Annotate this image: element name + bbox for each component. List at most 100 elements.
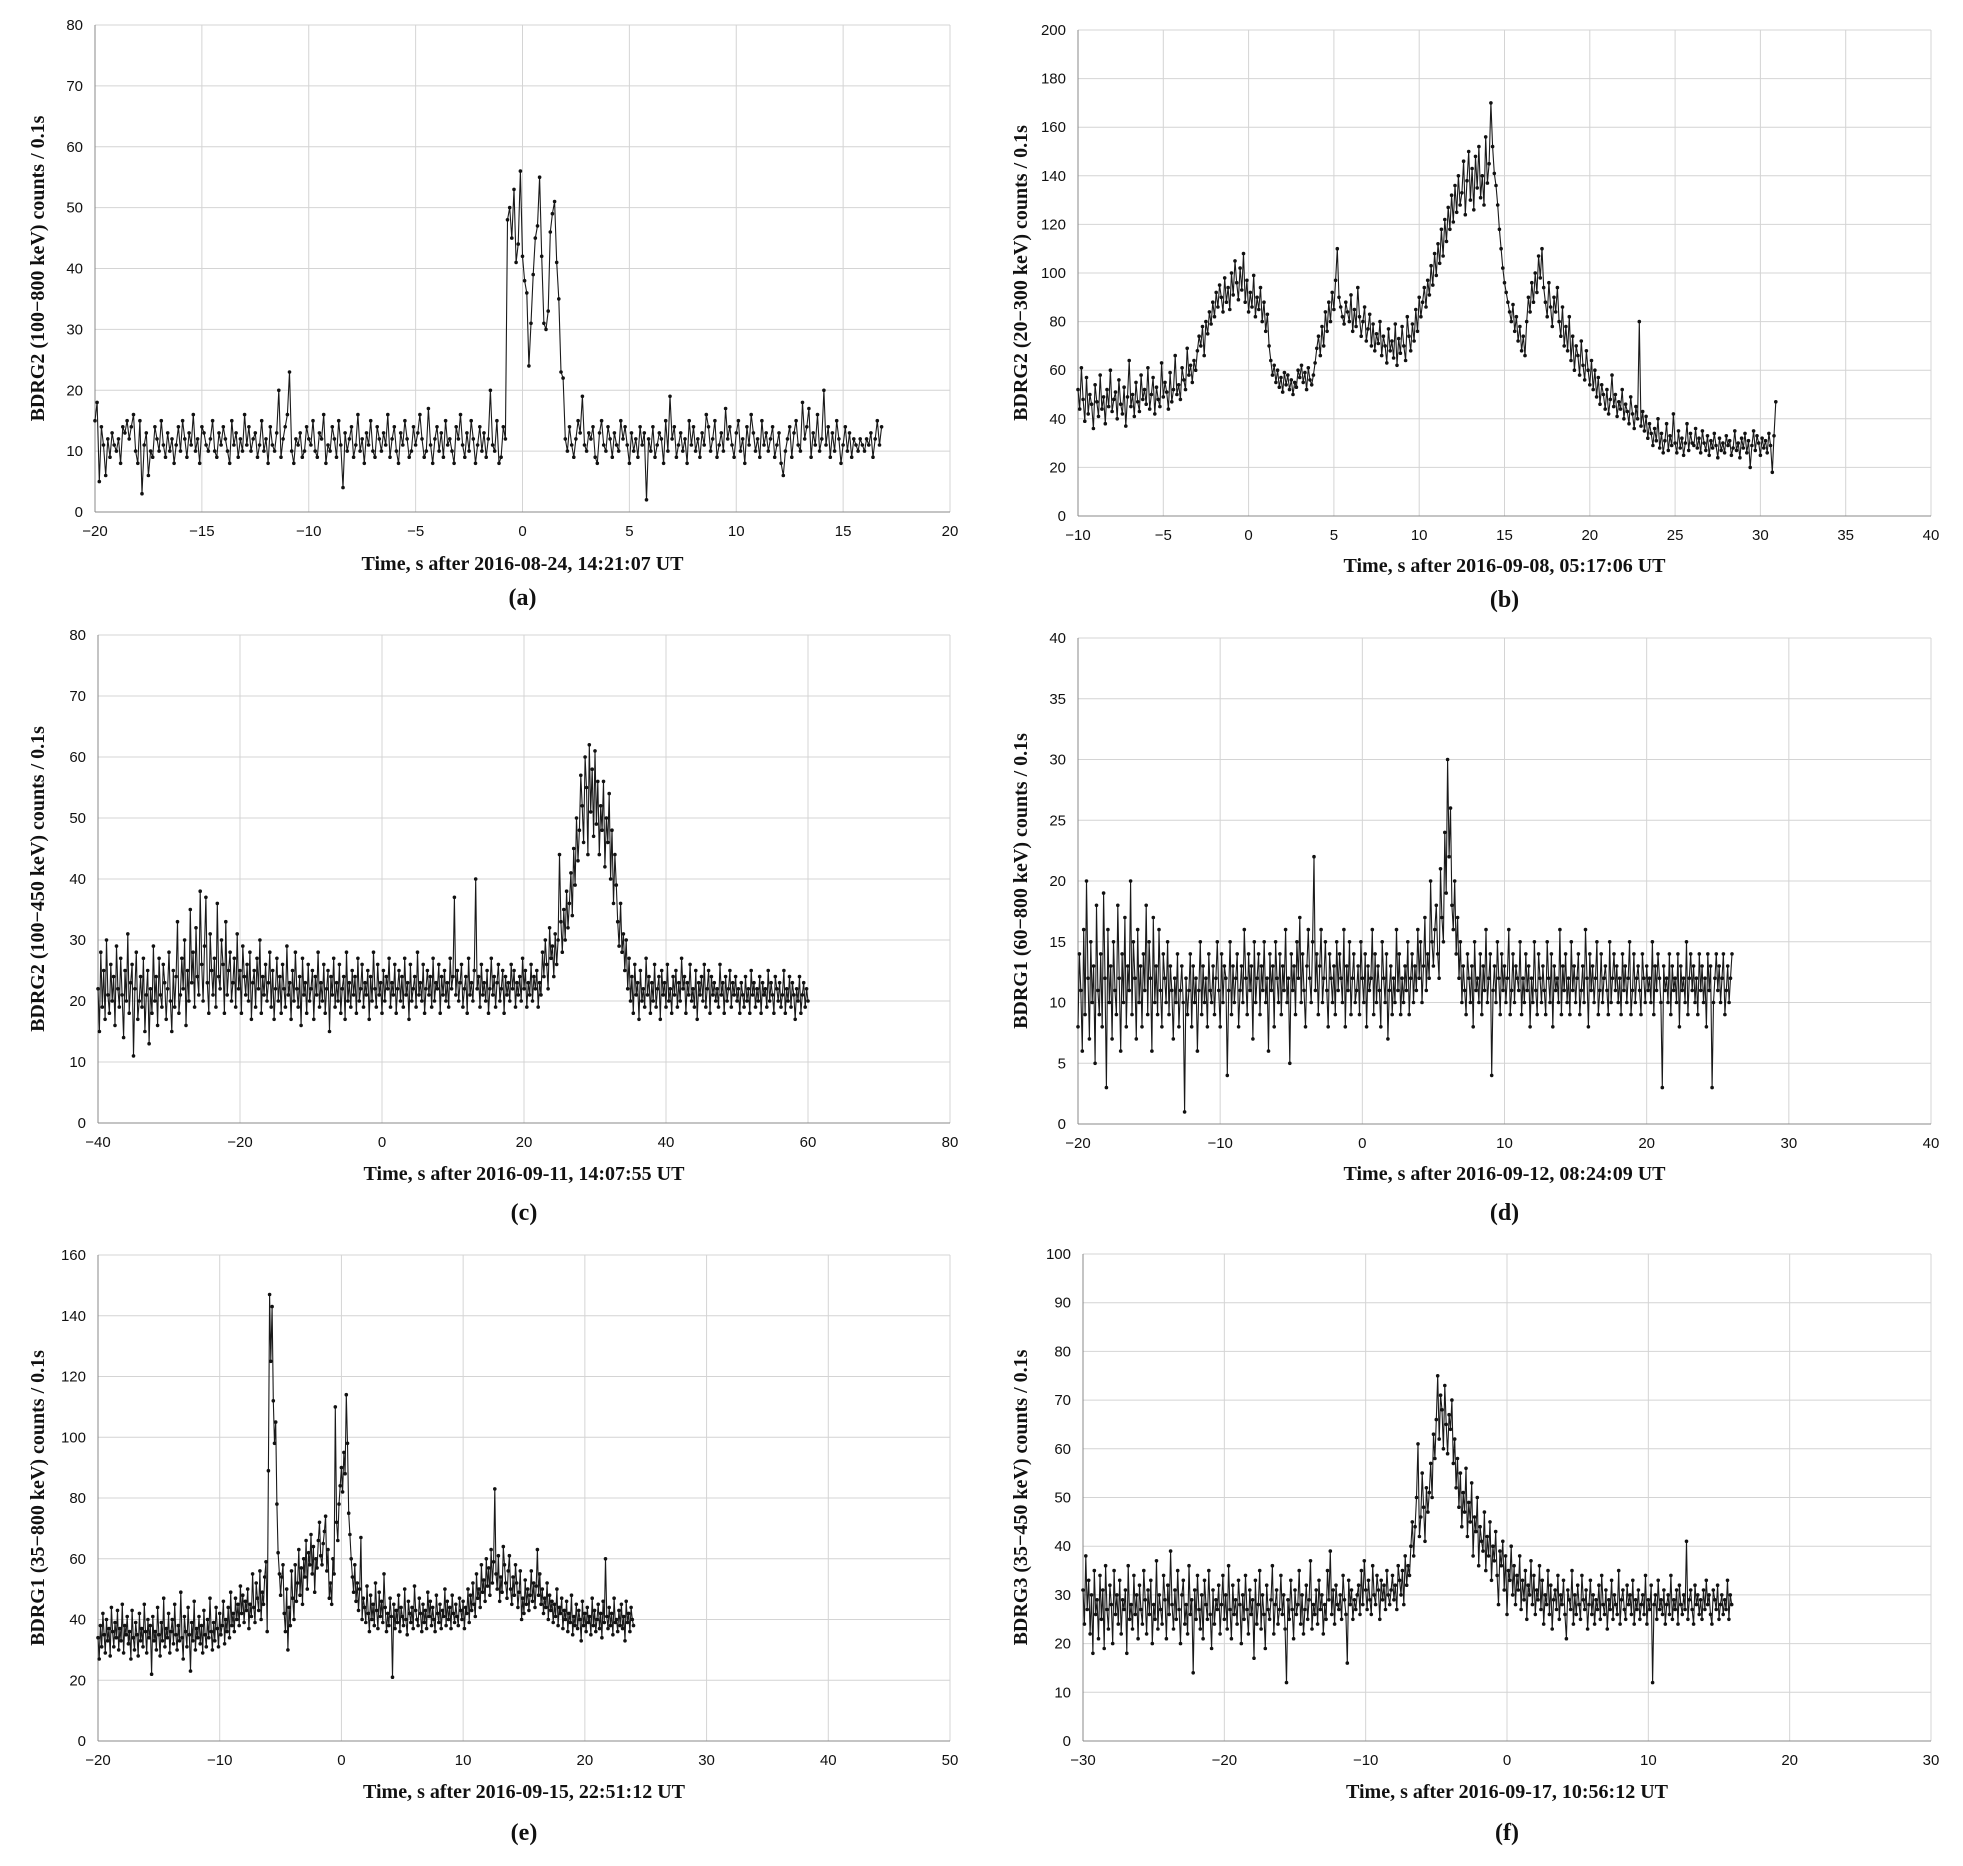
data-point xyxy=(1296,976,1301,980)
data-point xyxy=(1076,387,1080,392)
data-point xyxy=(1197,988,1201,993)
data-point xyxy=(1423,1539,1427,1544)
y-tick-label: 0 xyxy=(78,1733,86,1750)
data-point xyxy=(110,999,114,1003)
data-point xyxy=(1339,1617,1344,1622)
data-point xyxy=(357,999,362,1003)
data-point xyxy=(1653,1593,1658,1597)
data-point xyxy=(490,1581,495,1585)
data-point xyxy=(557,1605,562,1610)
data-point xyxy=(200,1651,205,1655)
data-point xyxy=(174,1632,178,1637)
data-point xyxy=(610,455,615,460)
data-point xyxy=(400,974,404,979)
data-point xyxy=(572,1614,576,1619)
data-point xyxy=(1456,174,1461,178)
data-point xyxy=(441,993,445,997)
data-point xyxy=(782,968,786,973)
data-point xyxy=(1522,1000,1527,1005)
data-point xyxy=(439,974,444,979)
data-point xyxy=(1516,1588,1521,1592)
data-point xyxy=(800,400,805,405)
data-point xyxy=(625,987,630,991)
data-point xyxy=(361,1005,366,1009)
data-point xyxy=(217,431,221,435)
data-point xyxy=(1244,976,1248,980)
data-point xyxy=(410,1605,414,1610)
data-point xyxy=(1604,1588,1608,1592)
data-point xyxy=(283,425,288,429)
data-point xyxy=(337,962,342,967)
data-point xyxy=(104,938,109,942)
data-point xyxy=(500,1590,504,1594)
data-point xyxy=(1133,976,1137,980)
data-point xyxy=(1184,1602,1188,1607)
y-tick-label: 90 xyxy=(1054,1295,1071,1312)
data-point xyxy=(630,1617,635,1622)
data-point xyxy=(1622,417,1626,421)
data-point xyxy=(383,1605,388,1610)
data-point xyxy=(1253,1578,1258,1583)
data-point xyxy=(129,425,134,429)
y-tick-label: 25 xyxy=(1049,812,1066,829)
data-point xyxy=(1559,1012,1564,1017)
data-point xyxy=(348,1532,352,1537)
data-point xyxy=(494,1572,498,1576)
data-point xyxy=(456,437,461,441)
data-point xyxy=(1297,1568,1301,1573)
data-point xyxy=(1528,1025,1532,1029)
data-point xyxy=(1525,988,1529,993)
data-point xyxy=(1147,940,1151,944)
data-point xyxy=(404,993,408,997)
data-point xyxy=(1598,988,1602,993)
data-point xyxy=(552,974,556,979)
data-point xyxy=(1235,1622,1239,1626)
data-point xyxy=(490,443,495,447)
data-point xyxy=(1271,964,1275,968)
data-point xyxy=(1303,1607,1307,1612)
data-point xyxy=(1469,1481,1474,1485)
data-point xyxy=(1187,373,1191,377)
data-point xyxy=(1298,1622,1303,1626)
data-point xyxy=(595,1617,599,1622)
data-point xyxy=(1727,438,1732,443)
data-point xyxy=(297,974,302,979)
data-point xyxy=(1158,404,1162,409)
data-point xyxy=(1130,1627,1135,1631)
data-point xyxy=(303,1575,307,1579)
data-point xyxy=(300,455,305,460)
data-point xyxy=(221,1599,226,1604)
data-point xyxy=(659,437,664,441)
data-point xyxy=(1238,1602,1242,1607)
data-point xyxy=(1566,1588,1570,1592)
data-point xyxy=(206,449,211,453)
data-point xyxy=(1646,1598,1651,1602)
data-point xyxy=(562,1608,566,1613)
data-point xyxy=(1592,1000,1596,1005)
data-point xyxy=(760,980,765,985)
data-point xyxy=(424,449,429,453)
data-point xyxy=(1472,208,1476,212)
data-point xyxy=(1718,1000,1723,1005)
data-point xyxy=(767,999,772,1003)
data-point xyxy=(495,1587,500,1591)
data-point xyxy=(231,980,235,985)
data-point xyxy=(473,461,478,466)
data-point xyxy=(427,1614,431,1619)
data-point xyxy=(1770,470,1775,475)
data-point xyxy=(607,1605,611,1610)
data-point xyxy=(150,455,155,460)
data-point xyxy=(1221,310,1225,314)
data-point xyxy=(1293,1588,1297,1592)
data-point xyxy=(664,1005,668,1009)
data-point xyxy=(546,309,550,313)
data-point xyxy=(1663,438,1667,443)
data-point xyxy=(579,773,583,778)
data-point xyxy=(178,993,183,997)
data-point xyxy=(608,877,613,881)
data-point xyxy=(503,974,508,979)
data-point xyxy=(1443,830,1447,835)
data-point xyxy=(670,437,674,441)
data-point xyxy=(1669,443,1674,448)
data-point xyxy=(121,1035,126,1040)
